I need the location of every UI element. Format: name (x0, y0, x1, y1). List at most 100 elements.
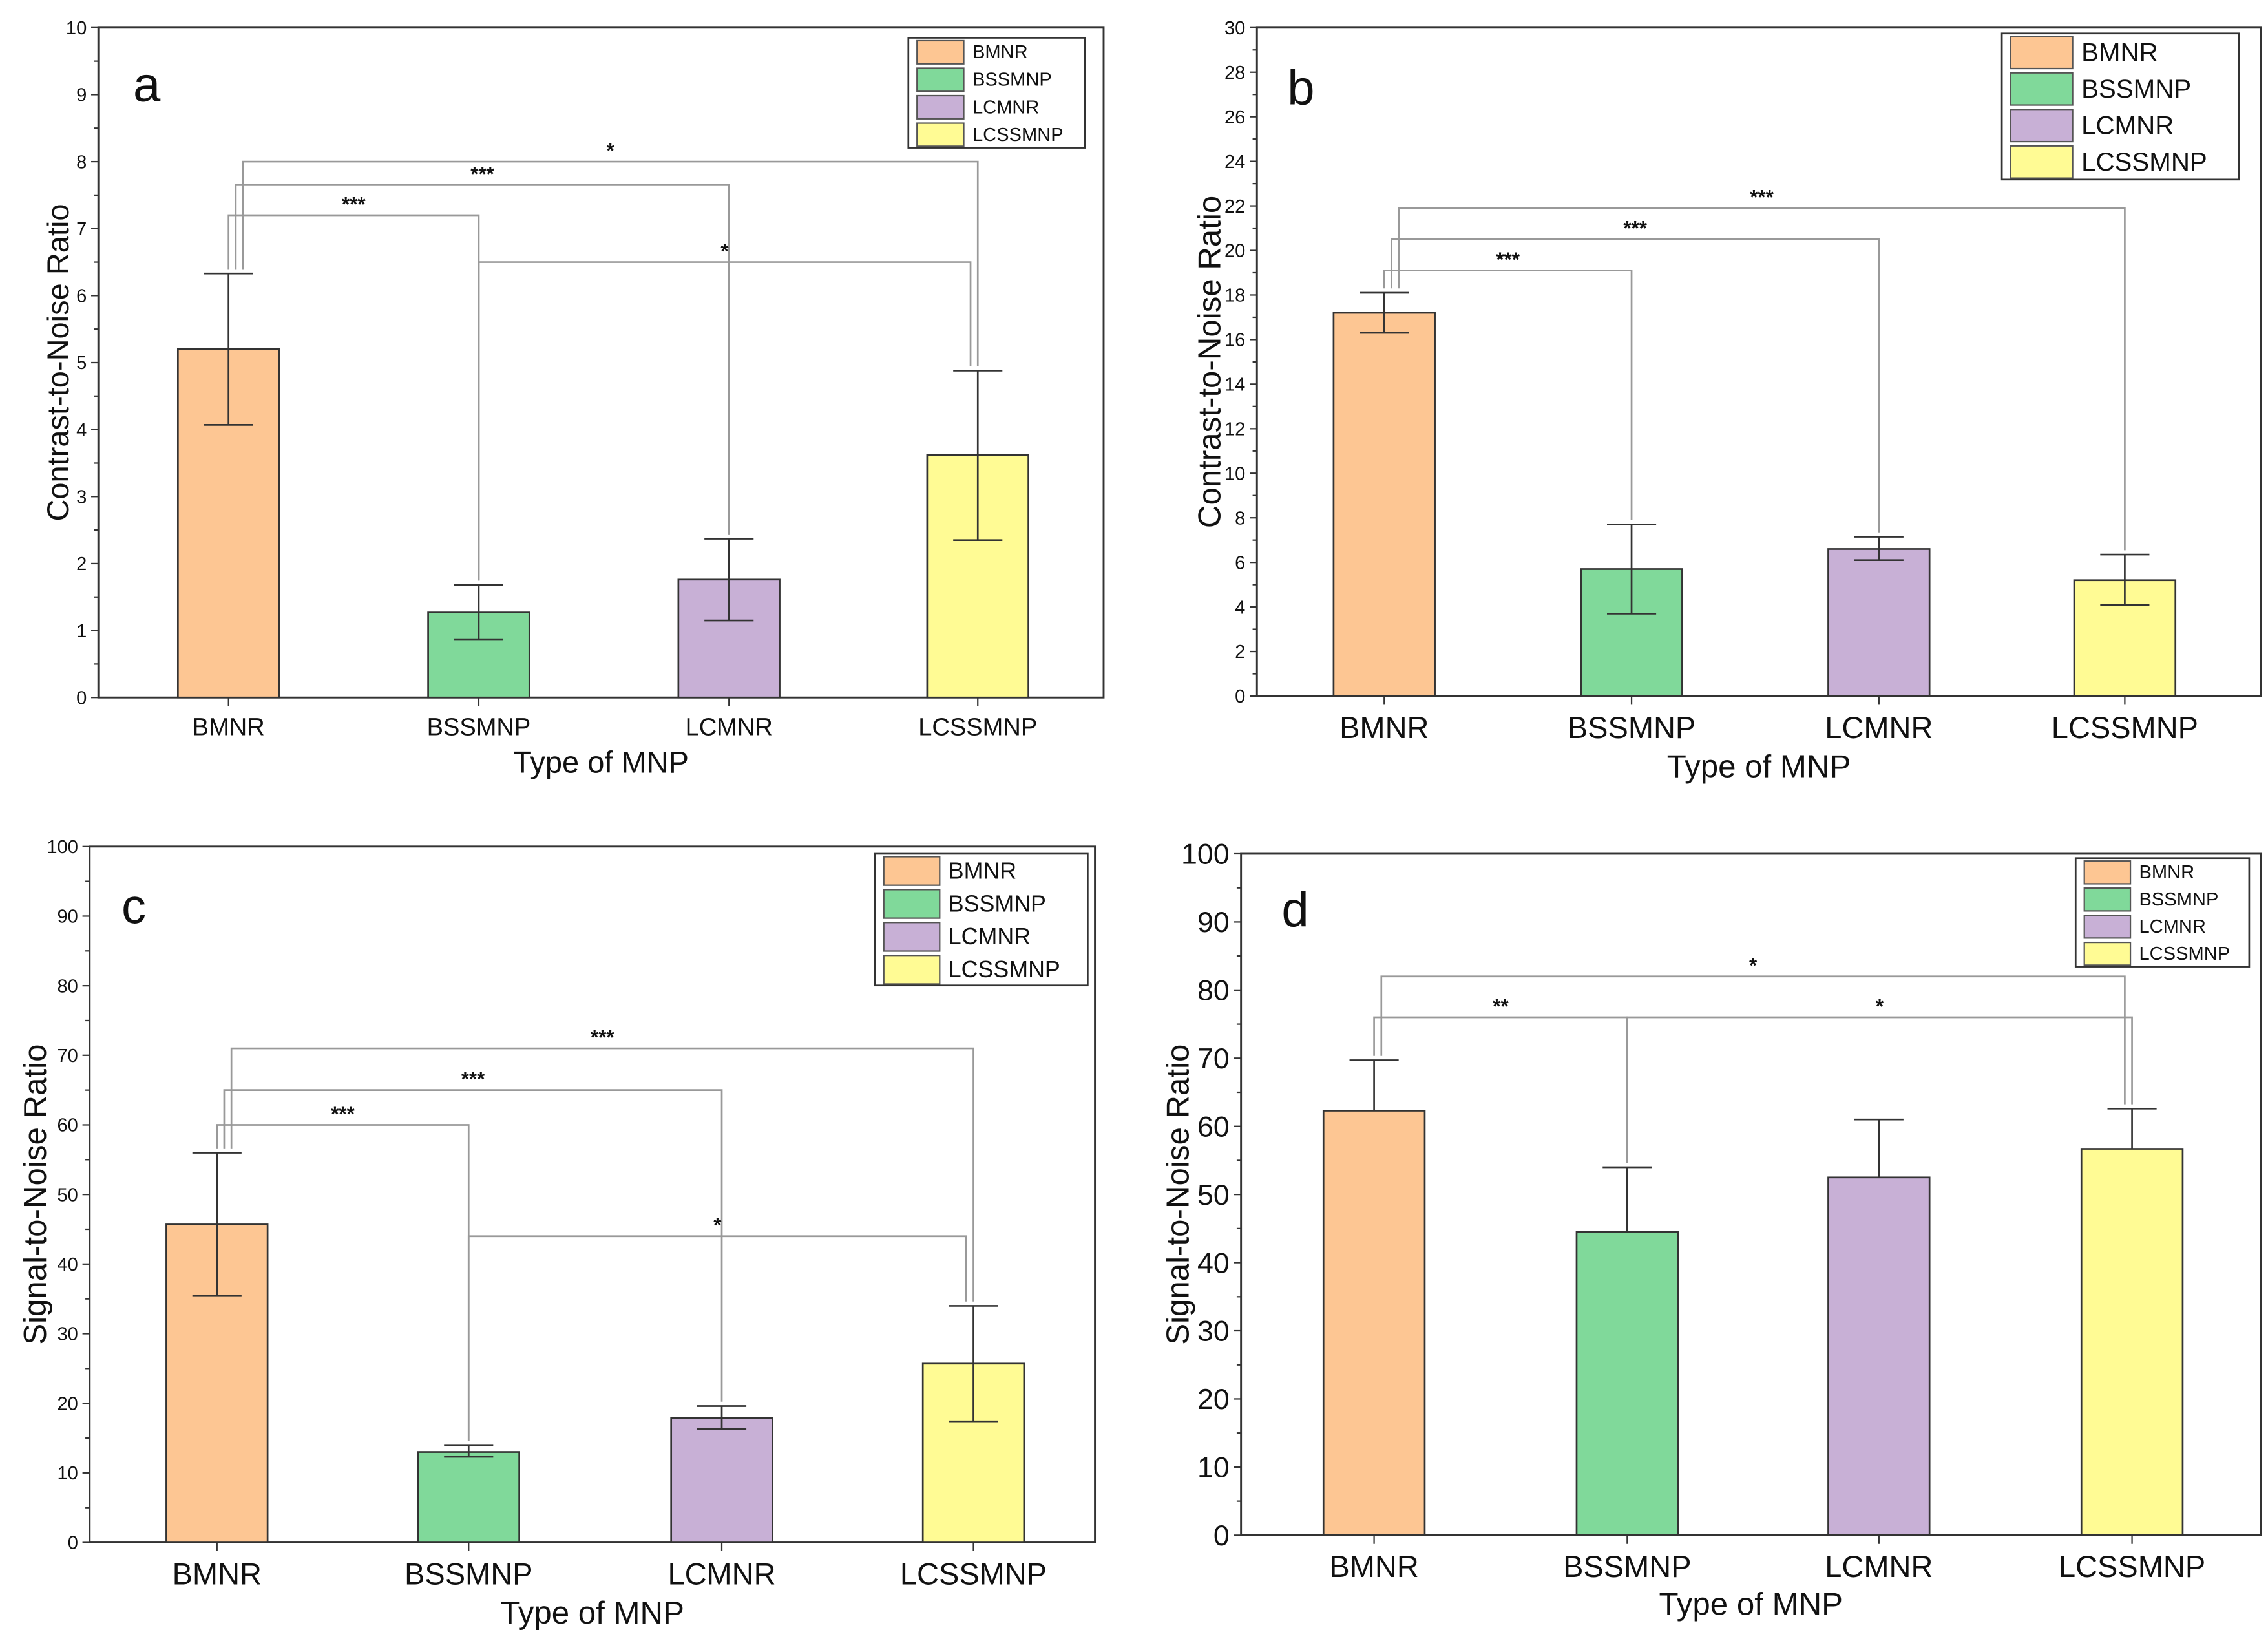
y-tick-label: 5 (76, 353, 87, 374)
panel-label: b (1287, 60, 1314, 115)
legend-label: LCSSMNP (2081, 147, 2207, 176)
legend-swatch-lcssmnp (916, 122, 965, 147)
significance-label: * (1876, 995, 1884, 1017)
x-tick-label: LCSSMNP (900, 1556, 1047, 1591)
legend-label: BSSMNP (972, 70, 1052, 90)
y-axis-title: Signal-to-Noise Ratio (17, 1044, 53, 1345)
y-tick-label: 6 (76, 286, 87, 307)
panel-b: 024681012141618202224262830Contrast-to-N… (1192, 18, 2262, 784)
legend-label: LCSSMNP (972, 125, 1064, 145)
y-tick-label: 60 (1197, 1110, 1230, 1143)
y-tick-label: 0 (76, 688, 87, 708)
x-tick-label: BSSMNP (404, 1556, 533, 1591)
y-tick-label: 10 (66, 18, 87, 39)
significance-bracket (223, 1089, 723, 1402)
y-tick-label: 50 (58, 1185, 78, 1205)
y-tick-label: 100 (1181, 838, 1230, 871)
y-tick-label: 60 (58, 1116, 78, 1136)
bar-bmnr (1322, 1110, 1426, 1536)
legend-swatch-lcmnr (2083, 915, 2132, 939)
y-tick-label: 20 (58, 1393, 78, 1414)
legend-swatch-lcssmnp (2010, 145, 2074, 179)
legend-swatch-lcmnr (2010, 109, 2074, 143)
y-tick-label: 90 (58, 907, 78, 927)
x-tick-label: LCSSMNP (2052, 710, 2198, 745)
significance-label: * (1749, 954, 1758, 977)
x-tick-label: LCMNR (667, 1556, 775, 1591)
legend-label: BMNR (2081, 38, 2158, 67)
y-tick-label: 1 (76, 621, 87, 642)
panel-a: 0 1 2 3 4 5 6 7 8 9 10 Contrast-to-Noise Ratio Type … (41, 18, 1105, 779)
bar-bmnr (1332, 312, 1436, 697)
bar-lcmnr (670, 1417, 773, 1543)
y-tick-label: 9 (76, 85, 87, 106)
x-axis-title: Type of MNP (1667, 748, 1851, 784)
y-tick-label: 12 (1224, 419, 1245, 439)
y-tick-label: 26 (1224, 107, 1245, 128)
y-tick-label: 8 (1235, 508, 1245, 529)
legend-label: LCMNR (2139, 916, 2205, 937)
y-tick-label: 50 (1197, 1179, 1230, 1211)
legend-label: BMNR (2139, 862, 2194, 883)
x-tick-label: BSSMNP (1563, 1549, 1692, 1583)
x-tick-label: BMNR (193, 714, 265, 741)
significance-bracket (1626, 1016, 2133, 1163)
panel-label: a (133, 58, 161, 112)
legend-label: BSSMNP (949, 891, 1046, 916)
y-tick-label: 80 (58, 976, 78, 997)
legend-swatch-lcssmnp (883, 955, 941, 985)
y-tick-label: 22 (1224, 196, 1245, 217)
y-tick-label: 2 (76, 554, 87, 575)
significance-label: * (720, 240, 729, 262)
bar-lcmnr (1827, 1176, 1931, 1536)
x-axis-title: Type of MNP (500, 1595, 684, 1631)
legend-swatch-bmnr (883, 856, 941, 886)
significance-bracket (1398, 207, 2126, 551)
y-tick-label: 100 (47, 837, 78, 858)
x-tick-label: LCMNR (1825, 1549, 1933, 1583)
y-tick-label: 0 (1235, 686, 1245, 707)
legend-swatch-bmnr (916, 39, 965, 65)
bar-bssmnp (1575, 1231, 1679, 1536)
y-axis-title: Contrast-to-Noise Ratio (41, 204, 75, 521)
y-tick-label: 2 (1235, 642, 1245, 662)
significance-label: *** (470, 163, 494, 185)
y-axis-title: Signal-to-Noise Ratio (1160, 1044, 1195, 1345)
y-tick-label: 10 (1224, 463, 1245, 484)
panel-label: c (121, 879, 146, 934)
significance-label: ** (1493, 995, 1509, 1017)
y-tick-label: 40 (58, 1255, 78, 1275)
significance-label: *** (1496, 248, 1520, 271)
legend-swatch-bmnr (2010, 36, 2074, 70)
y-tick-label: 70 (58, 1046, 78, 1066)
significance-bracket (478, 261, 972, 581)
y-tick-label: 10 (1197, 1452, 1230, 1484)
significance-label: *** (331, 1103, 355, 1125)
significance-label: * (607, 139, 615, 162)
y-tick-label: 30 (58, 1324, 78, 1345)
legend-swatch-lcmnr (883, 922, 941, 952)
x-tick-label: BMNR (1329, 1549, 1418, 1583)
significance-label: * (713, 1214, 722, 1236)
y-tick-label: 0 (1213, 1519, 1230, 1552)
x-tick-label: BMNR (173, 1556, 262, 1591)
panel-d: 0 10 20 30 40 50 60 70 80 90 100 Signal-to-Noise Ra… (1160, 838, 2262, 1622)
y-tick-label: 24 (1224, 152, 1245, 173)
y-tick-label: 16 (1224, 330, 1245, 351)
y-tick-label: 80 (1197, 975, 1230, 1007)
significance-label: *** (461, 1068, 485, 1090)
legend-swatch-bssmnp (916, 67, 965, 92)
y-tick-label: 70 (1197, 1043, 1230, 1075)
y-tick-label: 90 (1197, 906, 1230, 938)
x-axis-title: Type of MNP (1659, 1586, 1843, 1622)
legend-label: BMNR (949, 858, 1016, 884)
significance-bracket (230, 1047, 974, 1302)
y-tick-label: 8 (76, 152, 87, 173)
significance-label: *** (342, 193, 366, 215)
y-tick-label: 20 (1224, 241, 1245, 262)
bar-bssmnp (417, 1451, 520, 1543)
x-tick-label: LCSSMNP (2059, 1549, 2205, 1583)
significance-bracket (242, 160, 979, 366)
legend-label: LCSSMNP (949, 957, 1060, 982)
